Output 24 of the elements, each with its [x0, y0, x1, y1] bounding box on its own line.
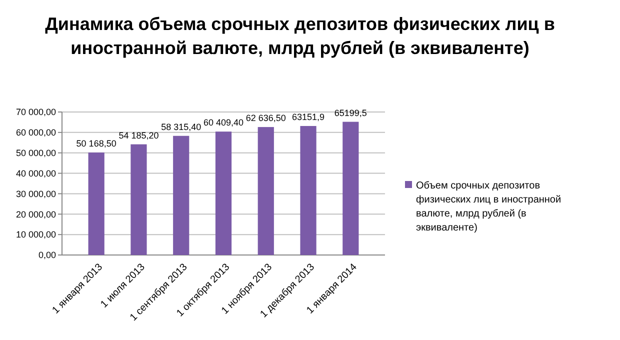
y-tick-label: 0,00 — [38, 250, 56, 260]
y-tick-label: 40 000,00 — [16, 168, 56, 178]
data-label: 63151,9 — [292, 112, 325, 122]
y-tick-label: 50 000,00 — [16, 148, 56, 158]
data-label: 62 636,50 — [246, 113, 286, 124]
bar — [300, 126, 316, 255]
y-tick-label: 60 000,00 — [16, 128, 56, 138]
y-tick-label: 70 000,00 — [16, 107, 56, 118]
data-label: 60 409,40 — [203, 118, 244, 128]
bar — [258, 127, 274, 255]
bar — [88, 152, 104, 255]
y-tick-label: 30 000,00 — [16, 188, 56, 199]
bar — [130, 144, 147, 255]
data-label: 65199,5 — [334, 108, 367, 118]
y-tick-label: 10 000,00 — [16, 230, 56, 240]
bar — [342, 122, 359, 255]
chart-title: Динамика объема срочных депозитов физических лиц в иностранной валюте, млрд рублей (в эквиваленте) — [45, 14, 555, 58]
bar — [215, 132, 232, 255]
data-label: 54 185,20 — [118, 130, 159, 140]
data-label: 58 315,40 — [161, 122, 202, 132]
legend-label: Объем срочных депозитов физических лиц в иностранной валюте, млрд рублей (в эквиваленте) — [416, 180, 562, 234]
data-label: 50 168,50 — [76, 138, 116, 149]
bar — [173, 136, 190, 255]
y-tick-label: 20 000,00 — [16, 209, 56, 220]
